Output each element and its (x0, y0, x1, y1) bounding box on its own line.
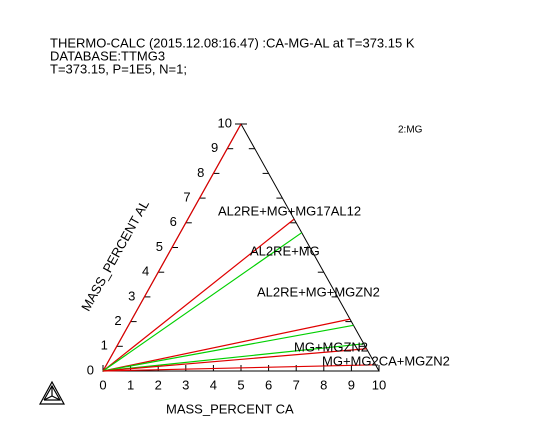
y-tick-label: 1 (101, 338, 108, 353)
x-tick-label: 6 (265, 377, 272, 392)
y-tick-label: 2 (114, 313, 121, 328)
y-tick-label: 6 (170, 214, 177, 229)
phase-line (102, 348, 367, 372)
x-tick-label: 8 (320, 377, 327, 392)
phase-label: MG+MGZN2 (294, 339, 368, 354)
x-tick-label: 1 (127, 377, 134, 392)
phase-line (102, 123, 242, 372)
x-tick-label: 3 (182, 377, 189, 392)
phase-line (102, 232, 303, 372)
y-tick-label: 4 (142, 264, 149, 279)
phase-label: AL2RE+MG (250, 243, 320, 258)
phase-line (102, 343, 364, 372)
x-tick-label: 5 (237, 377, 244, 392)
x-tick-label: 4 (210, 377, 217, 392)
header-line: DATABASE:TTMG3 (50, 48, 165, 63)
x-tick-label: 9 (348, 377, 355, 392)
triangle-frame (102, 122, 380, 372)
header-line: T=373.15, P=1E5, N=1; (50, 61, 187, 76)
phase-label: AL2RE+MG+MG17AL12 (218, 203, 361, 218)
phase-line (102, 218, 295, 372)
y-axis-title: MASS_PERCENT AL (78, 197, 152, 313)
plot-label: 2:MG (398, 125, 423, 136)
phase-line (102, 364, 376, 372)
phase-line (102, 318, 351, 372)
x-tick-label: 0 (99, 377, 106, 392)
y-tick-label: 3 (128, 288, 135, 303)
logo (38, 380, 66, 405)
phase-label: AL2RE+MG+MGZN2 (257, 284, 380, 299)
header-line: THERMO-CALC (2015.12.08:16.47) :CA-MG-AL… (50, 35, 415, 50)
x-tick-label: 2 (155, 377, 162, 392)
y-tick-label: 7 (183, 190, 190, 205)
x-axis-title: MASS_PERCENT CA (166, 401, 294, 416)
phase-label: MG+MG2CA+MGZN2 (322, 353, 450, 368)
y-tick-label: 8 (197, 165, 204, 180)
y-tick-label: 10 (218, 115, 232, 130)
phase-line (102, 324, 354, 372)
y-tick-label: 9 (211, 140, 218, 155)
x-tick-label: 10 (372, 377, 386, 392)
y-tick-label: 0 (87, 362, 94, 377)
y-tick-label: 5 (156, 239, 163, 254)
x-tick-label: 7 (293, 377, 300, 392)
